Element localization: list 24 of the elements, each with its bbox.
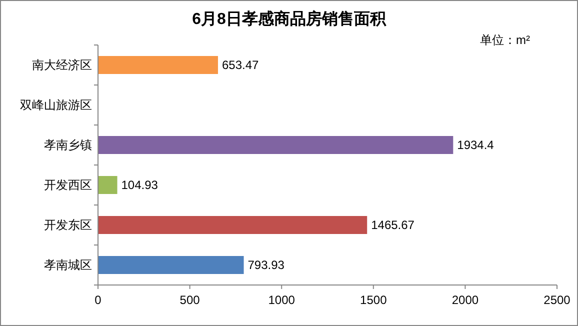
y-tick-label: 南大经济区 xyxy=(32,58,92,72)
data-label: 653.47 xyxy=(222,58,260,72)
x-tick-label: 500 xyxy=(180,293,200,307)
y-tick-label: 孝南城区 xyxy=(44,258,92,272)
y-tick-label: 双峰山旅游区 xyxy=(20,98,92,112)
x-tick-label: 2500 xyxy=(544,293,571,307)
bar xyxy=(98,176,118,194)
x-tick-label: 1000 xyxy=(268,293,296,307)
x-tick-label: 2000 xyxy=(452,293,479,307)
x-tick-label: 0 xyxy=(94,293,102,307)
data-label: 793.93 xyxy=(248,258,285,272)
bar xyxy=(98,216,368,234)
data-label: 1465.67 xyxy=(371,218,415,232)
x-tick-label: 1500 xyxy=(360,293,388,307)
data-label: 1934.4 xyxy=(457,138,494,152)
y-tick-label: 孝南乡镇 xyxy=(44,138,92,152)
annotation: 单位：m² xyxy=(480,33,530,47)
bar xyxy=(98,56,218,74)
y-tick-label: 开发西区 xyxy=(44,178,92,192)
chart-title: 6月8日孝感商品房销售面积 xyxy=(192,9,387,28)
y-tick-label: 开发东区 xyxy=(44,218,92,232)
bar xyxy=(98,256,244,274)
bar xyxy=(98,136,454,154)
data-label: 104.93 xyxy=(121,178,158,192)
